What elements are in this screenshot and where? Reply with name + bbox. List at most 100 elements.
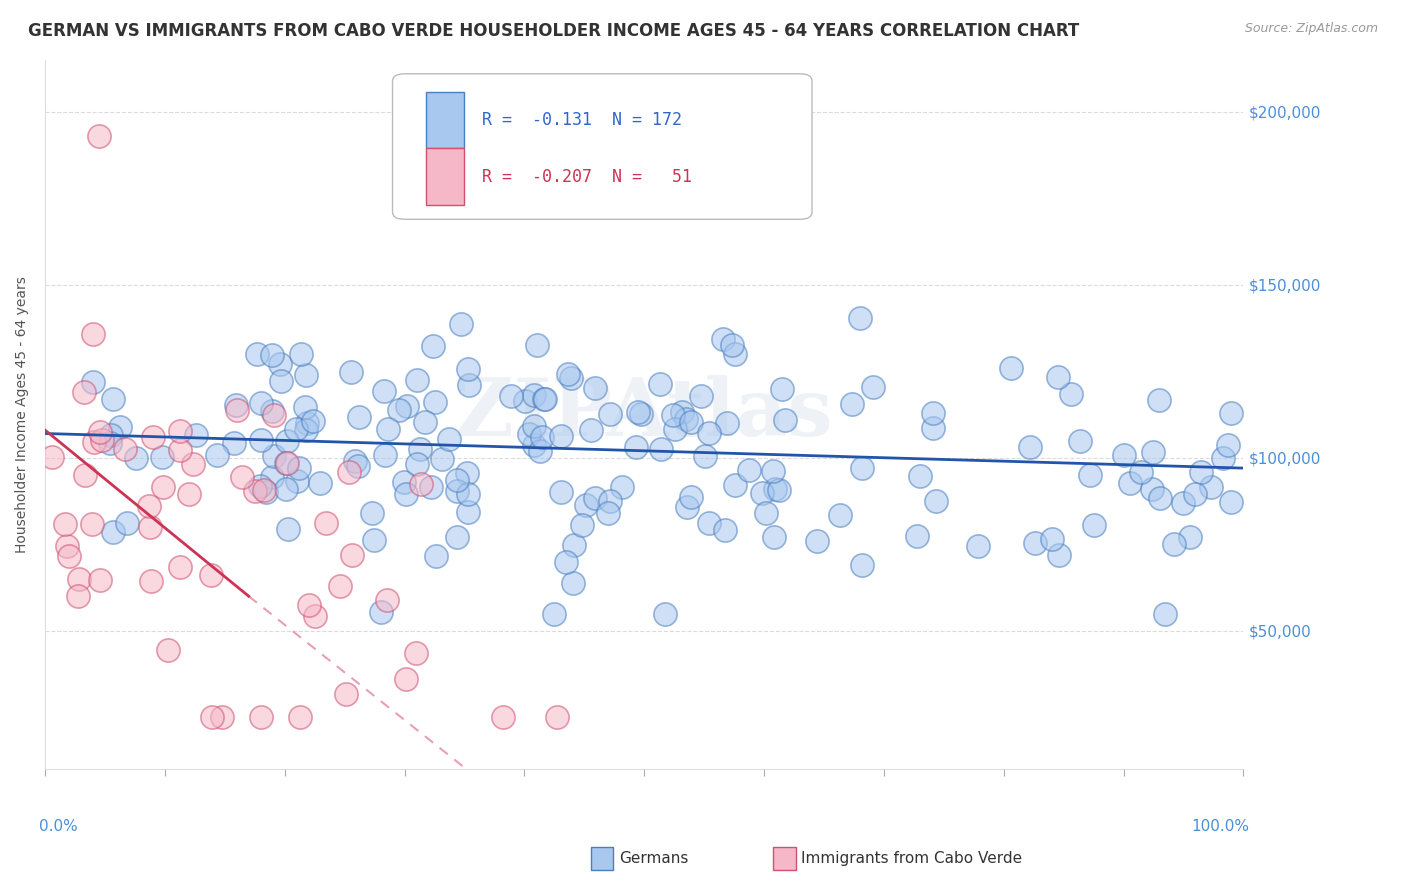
Point <box>529 444 551 458</box>
Point <box>388 403 411 417</box>
Point <box>560 371 582 385</box>
Point <box>755 506 778 520</box>
Point <box>523 438 546 452</box>
Point <box>169 442 191 457</box>
Point <box>395 487 418 501</box>
Point <box>650 442 672 456</box>
Point <box>862 380 884 394</box>
Point <box>73 468 96 483</box>
Point <box>270 374 292 388</box>
Point <box>329 579 352 593</box>
Point <box>648 377 671 392</box>
Point <box>53 517 76 532</box>
Point <box>288 710 311 724</box>
Point <box>697 426 720 441</box>
Point <box>626 440 648 454</box>
Point <box>409 442 432 456</box>
Point <box>517 427 540 442</box>
Point <box>610 480 633 494</box>
Point <box>1212 451 1234 466</box>
Point <box>768 483 790 497</box>
Point <box>87 128 110 143</box>
Point <box>337 466 360 480</box>
Point <box>630 407 652 421</box>
Point <box>260 404 283 418</box>
Point <box>260 348 283 362</box>
Point <box>583 491 606 505</box>
Point <box>1046 369 1069 384</box>
Point <box>1000 360 1022 375</box>
Point <box>335 687 357 701</box>
Point <box>1220 495 1243 509</box>
Point <box>103 524 125 539</box>
Point <box>269 357 291 371</box>
Point <box>1112 448 1135 462</box>
Point <box>534 392 557 407</box>
Point <box>1220 406 1243 420</box>
Point <box>841 397 863 411</box>
Text: Source: ZipAtlas.com: Source: ZipAtlas.com <box>1244 22 1378 36</box>
Point <box>1069 434 1091 449</box>
Point <box>308 475 330 490</box>
Point <box>446 473 468 487</box>
Point <box>83 435 105 450</box>
Point <box>294 400 316 414</box>
Point <box>457 361 479 376</box>
Point <box>287 474 309 488</box>
Point <box>82 376 104 390</box>
Point <box>405 646 427 660</box>
Text: R =  -0.131  N = 172: R = -0.131 N = 172 <box>482 111 682 129</box>
Point <box>110 420 132 434</box>
Point <box>724 347 747 361</box>
Point <box>91 433 114 447</box>
Point <box>457 505 479 519</box>
FancyBboxPatch shape <box>392 74 813 219</box>
Y-axis label: Householder Income Ages 45 - 64 years: Householder Income Ages 45 - 64 years <box>15 276 30 553</box>
Point <box>446 529 468 543</box>
Point <box>557 368 579 382</box>
Point <box>125 450 148 465</box>
Point <box>207 448 229 462</box>
Point <box>1024 536 1046 550</box>
Point <box>654 607 676 621</box>
Point <box>664 422 686 436</box>
Point <box>288 460 311 475</box>
Point <box>82 327 104 342</box>
Point <box>419 480 441 494</box>
Point <box>562 539 585 553</box>
Point <box>243 484 266 499</box>
Point <box>851 461 873 475</box>
Text: Immigrants from Cabo Verde: Immigrants from Cabo Verde <box>801 852 1022 866</box>
Point <box>550 484 572 499</box>
Point <box>115 516 138 531</box>
Point <box>751 486 773 500</box>
Point <box>562 576 585 591</box>
Point <box>347 458 370 473</box>
Point <box>361 506 384 520</box>
Point <box>100 428 122 442</box>
Point <box>1149 491 1171 505</box>
Point <box>56 539 79 553</box>
Point <box>276 456 298 470</box>
Point <box>456 466 478 480</box>
Point <box>770 383 793 397</box>
Point <box>373 384 395 398</box>
Point <box>575 498 598 512</box>
FancyBboxPatch shape <box>426 148 464 205</box>
Point <box>851 558 873 572</box>
Point <box>290 347 312 361</box>
Point <box>186 428 208 442</box>
Point <box>828 508 851 522</box>
Point <box>1060 386 1083 401</box>
Point <box>274 456 297 470</box>
Point <box>457 487 479 501</box>
Point <box>169 559 191 574</box>
Point <box>499 389 522 403</box>
Point <box>599 494 621 508</box>
Point <box>298 598 321 612</box>
Point <box>763 483 786 497</box>
FancyBboxPatch shape <box>426 92 464 148</box>
Point <box>1163 536 1185 550</box>
Point <box>967 539 990 553</box>
Point <box>922 421 945 435</box>
